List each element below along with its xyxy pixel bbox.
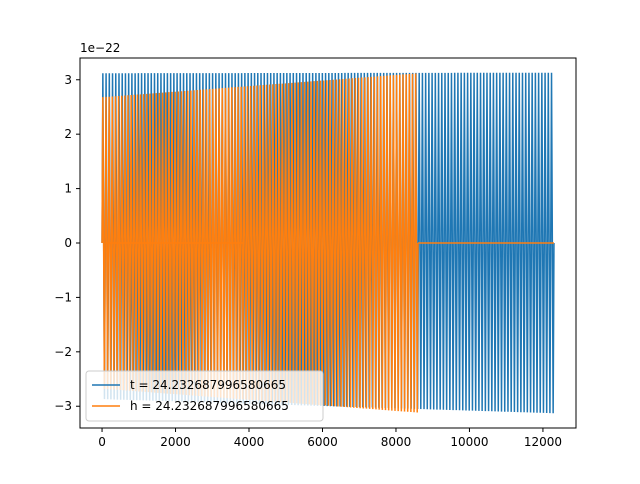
y-tick-label: −1 bbox=[54, 290, 72, 304]
legend-label-t: t = 24.232687996580665 bbox=[130, 378, 286, 392]
x-axis: 0 2000 4000 6000 8000 10000 12000 bbox=[98, 428, 562, 449]
legend-box bbox=[85, 370, 324, 422]
y-tick-label: 1 bbox=[64, 182, 72, 196]
y-tick-label: 3 bbox=[64, 73, 72, 87]
y-tick-label: 2 bbox=[64, 127, 72, 141]
x-tick-label: 12000 bbox=[524, 435, 562, 449]
x-tick-label: 2000 bbox=[160, 435, 191, 449]
y-axis: −3 −2 −1 0 1 2 3 bbox=[54, 73, 80, 413]
x-tick-label: 8000 bbox=[381, 435, 412, 449]
y-tick-label: 0 bbox=[64, 236, 72, 250]
y-tick-label: −2 bbox=[54, 345, 72, 359]
x-tick-label: 0 bbox=[98, 435, 106, 449]
legend-label-h: h = 24.232687996580665 bbox=[130, 399, 289, 413]
x-tick-label: 10000 bbox=[450, 435, 488, 449]
legend: t = 24.232687996580665 h = 24.2326879965… bbox=[85, 370, 324, 422]
x-tick-label: 6000 bbox=[307, 435, 338, 449]
y-tick-label: −3 bbox=[54, 399, 72, 413]
x-tick-label: 4000 bbox=[234, 435, 265, 449]
series-layer bbox=[101, 72, 555, 414]
y-scale-label: 1e−22 bbox=[80, 41, 120, 55]
